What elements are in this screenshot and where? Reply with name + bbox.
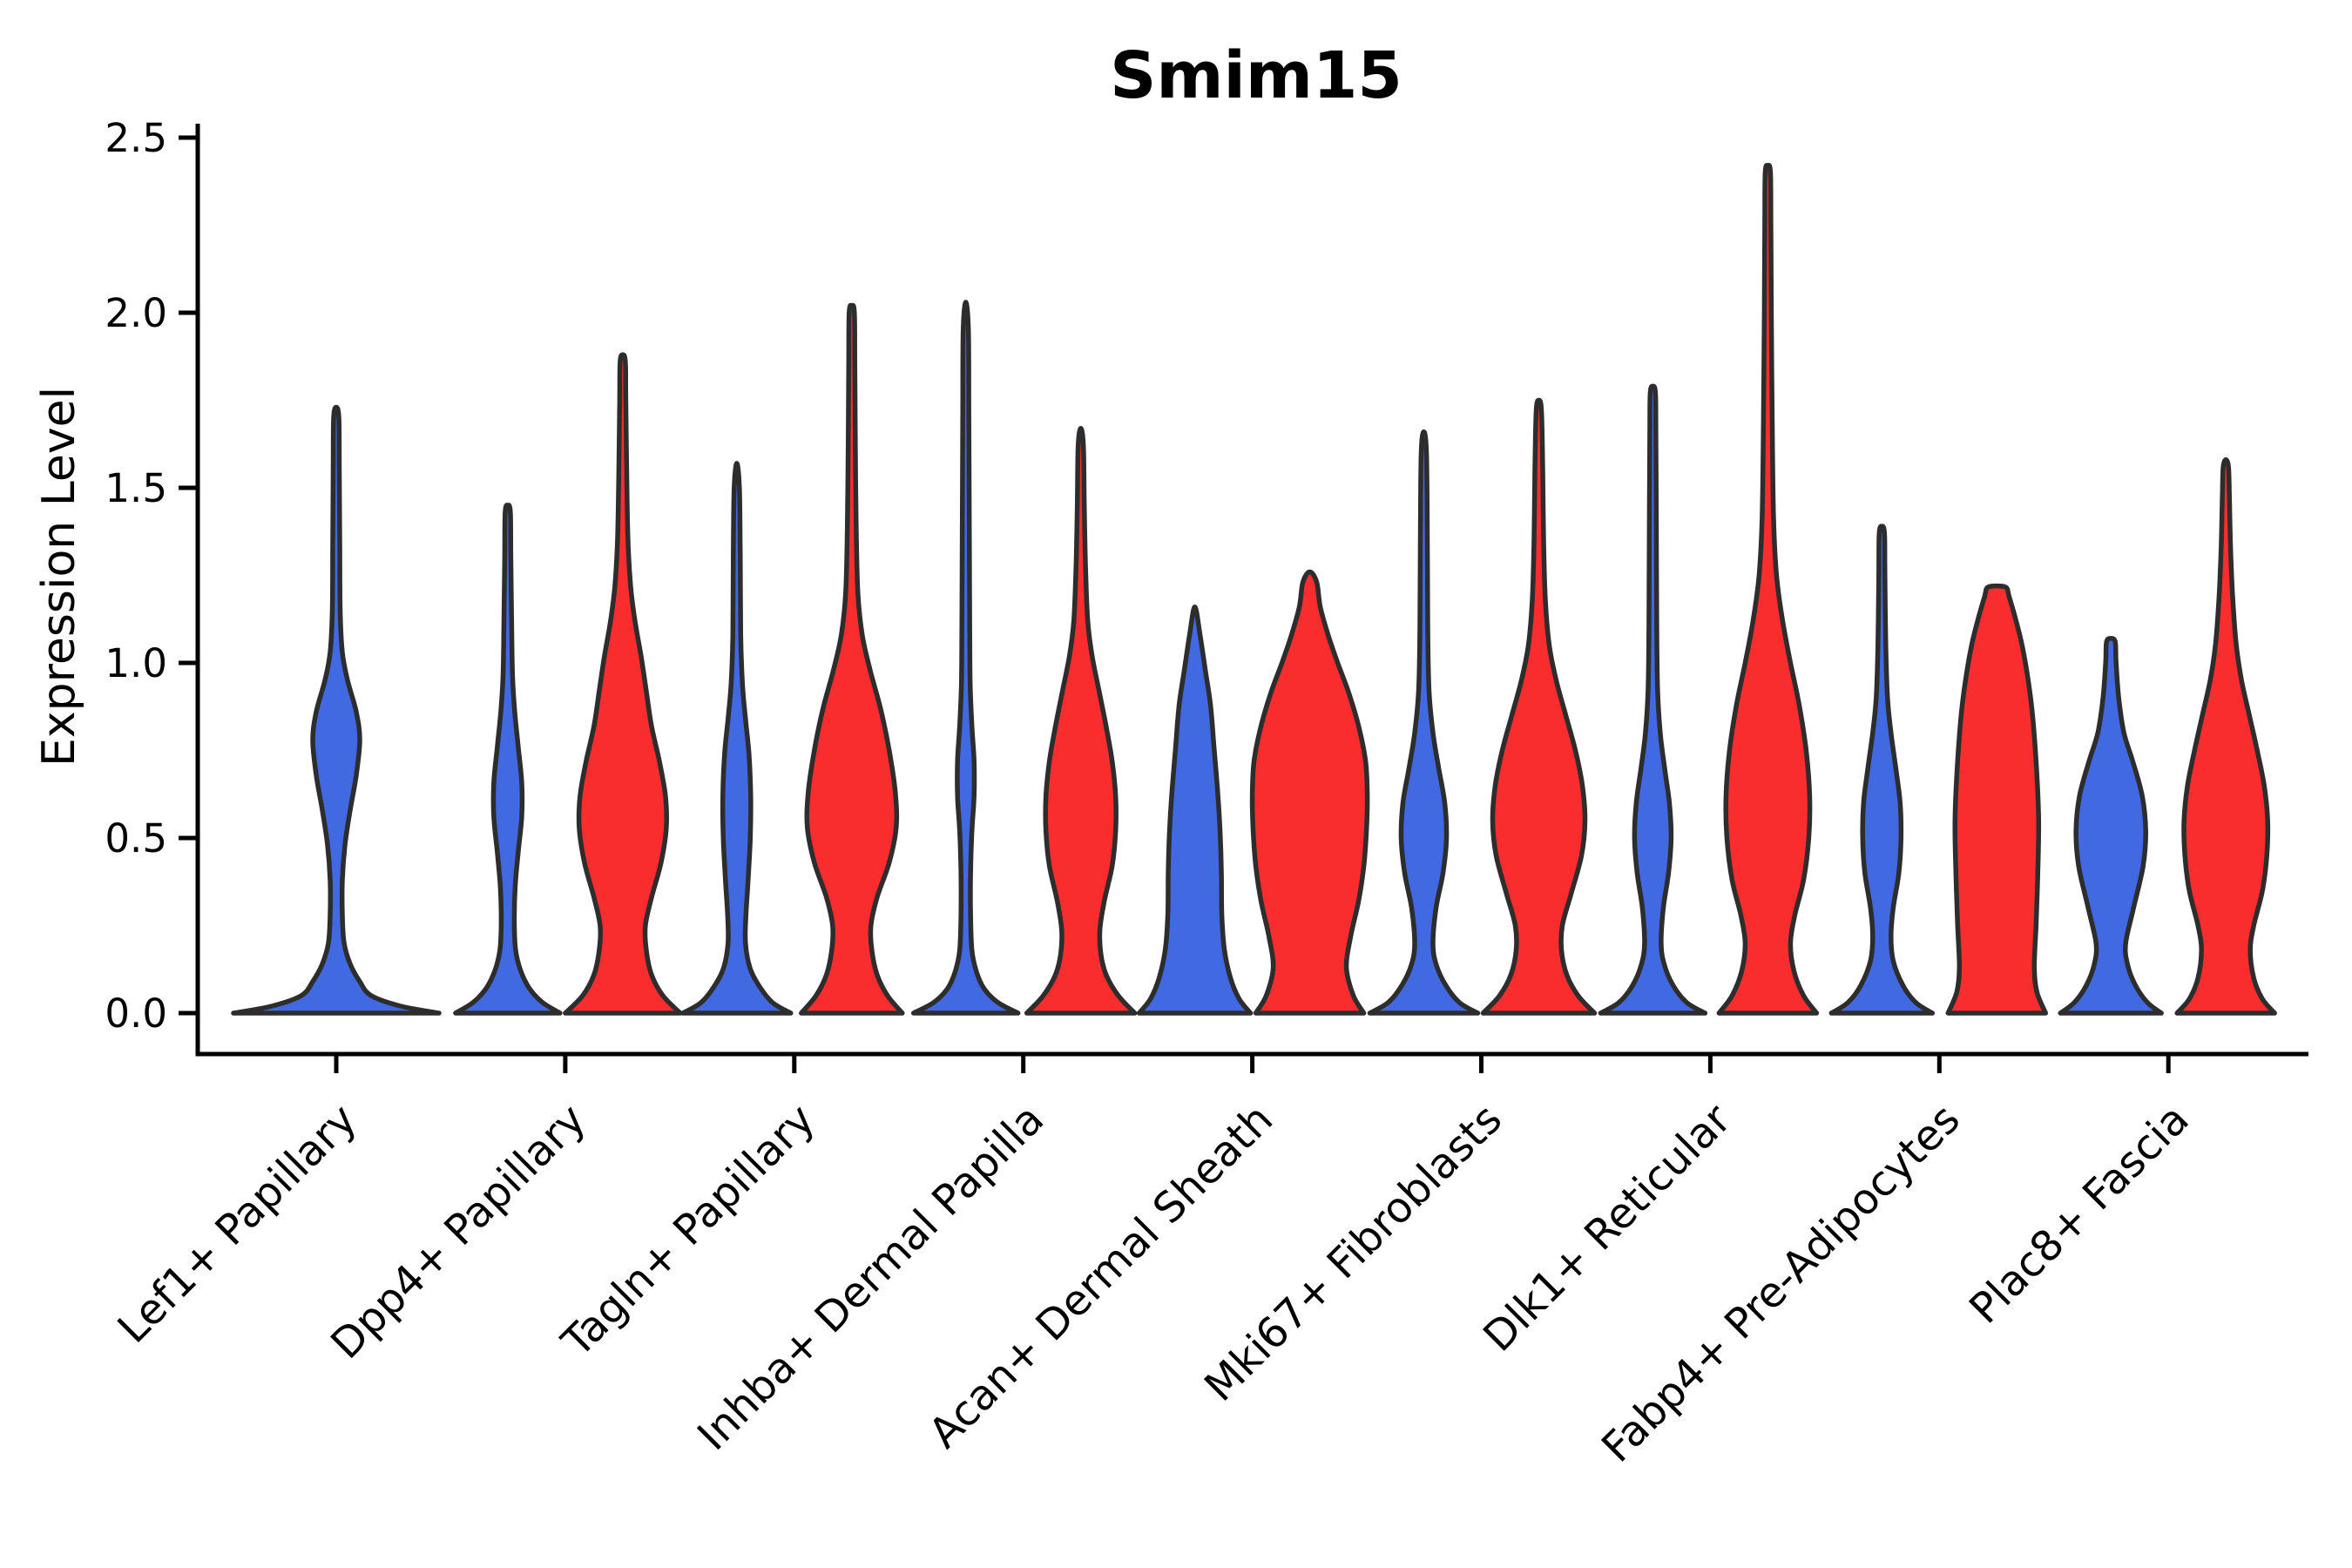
y-axis-tick-label: 0.5 xyxy=(105,815,167,862)
violin-fabp4-pre-adipocytes-blue xyxy=(1828,524,1936,1016)
violin-plac8-fascia-red xyxy=(2174,457,2277,1016)
violin-dlk1-reticular-blue xyxy=(1598,383,1708,1016)
violin-tagln-papillary-blue xyxy=(680,461,794,1016)
violin-tagln-papillary-red xyxy=(799,302,905,1016)
violin-inhba-dermal-papilla-red xyxy=(1024,425,1138,1016)
y-axis-tick-label: 1.0 xyxy=(105,640,167,686)
violin-inhba-dermal-papilla-blue xyxy=(910,300,1021,1016)
violin-dlk1-reticular-red xyxy=(1716,162,1820,1016)
violin-plac8-fascia-blue xyxy=(2058,636,2164,1016)
violin-acan-dermal-sheath-blue xyxy=(1136,604,1254,1016)
violin-acan-dermal-sheath-red xyxy=(1249,569,1370,1016)
y-axis-tick-label: 2.5 xyxy=(105,115,167,161)
violin-fabp4-pre-adipocytes-red xyxy=(1945,583,2049,1016)
violin-mki67-fibroblasts-blue xyxy=(1367,429,1481,1016)
y-axis-label: Expression Level xyxy=(33,387,85,767)
violin-dpp4-papillary-blue xyxy=(453,503,563,1016)
axis-spines xyxy=(195,124,2308,1057)
violin-lef1-papillary-blue xyxy=(231,404,442,1016)
y-axis-tick-label: 0.0 xyxy=(105,990,167,1037)
y-axis-tick-label: 1.5 xyxy=(105,465,167,511)
violin-layer xyxy=(231,162,2277,1016)
y-axis-tick-label: 2.0 xyxy=(105,290,167,336)
violin-mki67-fibroblasts-red xyxy=(1480,397,1598,1016)
chart-title: Smim15 xyxy=(1110,38,1402,113)
violin-dpp4-papillary-red xyxy=(563,352,683,1016)
